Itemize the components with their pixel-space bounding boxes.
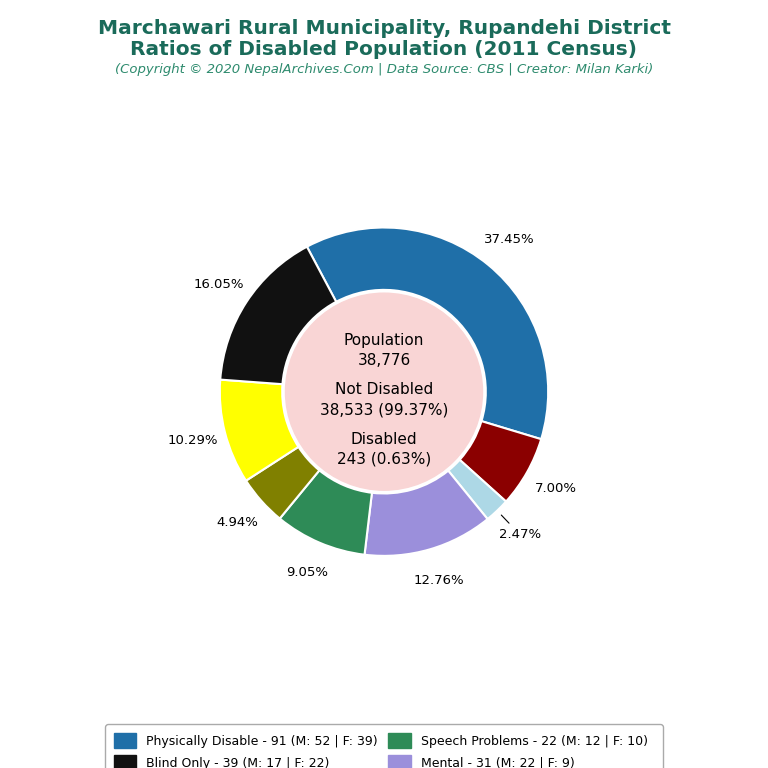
Text: Ratios of Disabled Population (2011 Census): Ratios of Disabled Population (2011 Cens… bbox=[131, 40, 637, 59]
Legend: Physically Disable - 91 (M: 52 | F: 39), Blind Only - 39 (M: 17 | F: 22), Deaf O: Physically Disable - 91 (M: 52 | F: 39),… bbox=[105, 724, 663, 768]
Text: 7.00%: 7.00% bbox=[535, 482, 577, 495]
Wedge shape bbox=[449, 460, 506, 519]
Circle shape bbox=[286, 293, 482, 490]
Wedge shape bbox=[220, 379, 299, 481]
Text: 2.47%: 2.47% bbox=[498, 515, 541, 541]
Wedge shape bbox=[307, 227, 548, 439]
Wedge shape bbox=[365, 471, 488, 556]
Wedge shape bbox=[460, 421, 541, 502]
Text: 12.76%: 12.76% bbox=[413, 574, 464, 588]
Text: 9.05%: 9.05% bbox=[286, 566, 328, 579]
Wedge shape bbox=[280, 470, 372, 554]
Wedge shape bbox=[220, 247, 336, 384]
Text: 37.45%: 37.45% bbox=[484, 233, 535, 246]
Wedge shape bbox=[246, 447, 319, 518]
Text: Marchawari Rural Municipality, Rupandehi District: Marchawari Rural Municipality, Rupandehi… bbox=[98, 19, 670, 38]
Text: 16.05%: 16.05% bbox=[194, 277, 244, 290]
Text: Disabled
243 (0.63%): Disabled 243 (0.63%) bbox=[337, 432, 431, 466]
Text: 4.94%: 4.94% bbox=[216, 516, 258, 529]
Text: Not Disabled
38,533 (99.37%): Not Disabled 38,533 (99.37%) bbox=[319, 382, 449, 417]
Text: (Copyright © 2020 NepalArchives.Com | Data Source: CBS | Creator: Milan Karki): (Copyright © 2020 NepalArchives.Com | Da… bbox=[115, 63, 653, 76]
Text: Population
38,776: Population 38,776 bbox=[344, 333, 424, 368]
Text: 10.29%: 10.29% bbox=[168, 434, 218, 447]
